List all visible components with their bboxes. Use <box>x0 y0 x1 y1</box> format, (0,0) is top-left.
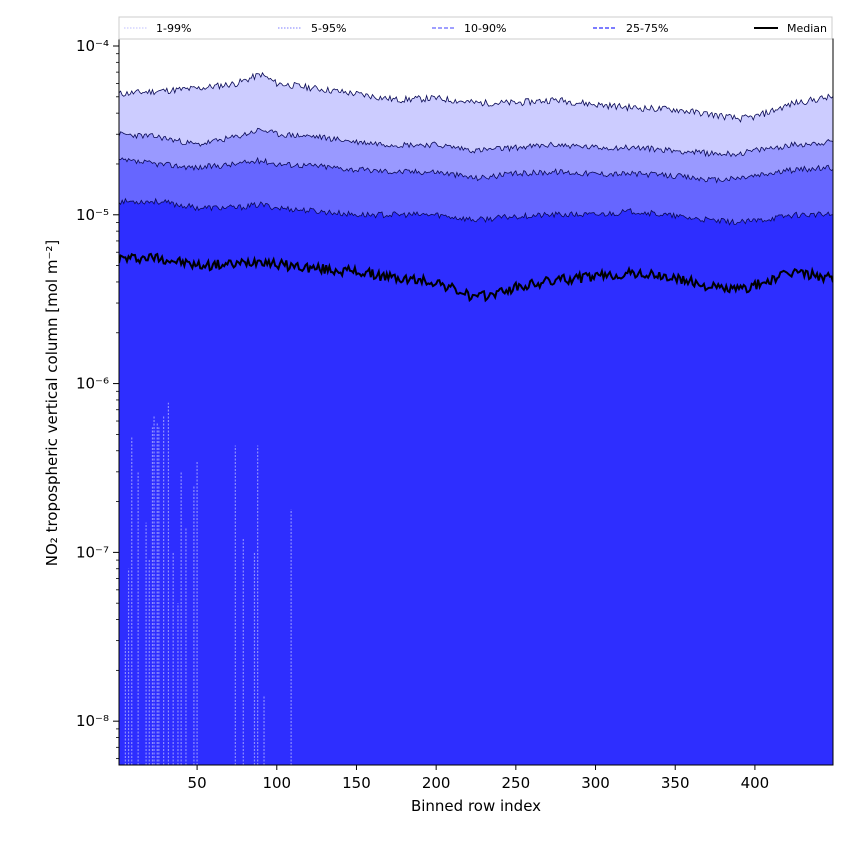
band-25-75pct-area <box>119 198 833 765</box>
band-5-95pct-upper-line <box>119 127 833 158</box>
band-1-99pct-upper-line <box>119 71 833 123</box>
x-axis-label: Binned row index <box>411 797 541 815</box>
legend-label-1: 5-95% <box>311 22 346 35</box>
y-tick-label-3: 10⁻⁵ <box>76 206 109 224</box>
y-tick-label-4: 10⁻⁴ <box>76 37 109 55</box>
x-tick-label-350: 350 <box>661 774 690 792</box>
legend-label-4: Median <box>787 22 827 35</box>
x-tick-label-400: 400 <box>741 774 770 792</box>
x-tick-label-250: 250 <box>502 774 531 792</box>
x-tick-label-150: 150 <box>342 774 371 792</box>
x-tick-label-50: 50 <box>188 774 207 792</box>
y-tick-label-0: 10⁻⁸ <box>76 712 109 730</box>
band-25-75pct-upper-line <box>119 197 833 226</box>
x-tick-label-200: 200 <box>422 774 451 792</box>
y-axis-label: NO₂ tropospheric vertical column [mol m⁻… <box>43 240 61 566</box>
plot-area <box>119 71 833 765</box>
plot-content <box>119 71 833 765</box>
legend-box <box>118 16 833 40</box>
x-tick-label-100: 100 <box>262 774 291 792</box>
band-10-90pct-upper-line <box>119 156 833 184</box>
y-tick-label-1: 10⁻⁷ <box>76 543 109 561</box>
y-tick-label-2: 10⁻⁶ <box>76 375 109 393</box>
axes: 50 100 150 200 250 300 350 400 10⁻⁸ 10⁻⁷ 10⁻⁶ 10⁻⁵ 1… <box>76 37 834 792</box>
legend-label-2: 10-90% <box>464 22 506 35</box>
legend: 1-99% 5-95% 10-90% 25-75% Median <box>118 16 833 40</box>
legend-label-0: 1-99% <box>156 22 191 35</box>
legend-label-3: 25-75% <box>626 22 668 35</box>
x-tick-label-300: 300 <box>581 774 610 792</box>
median-line <box>119 252 833 303</box>
